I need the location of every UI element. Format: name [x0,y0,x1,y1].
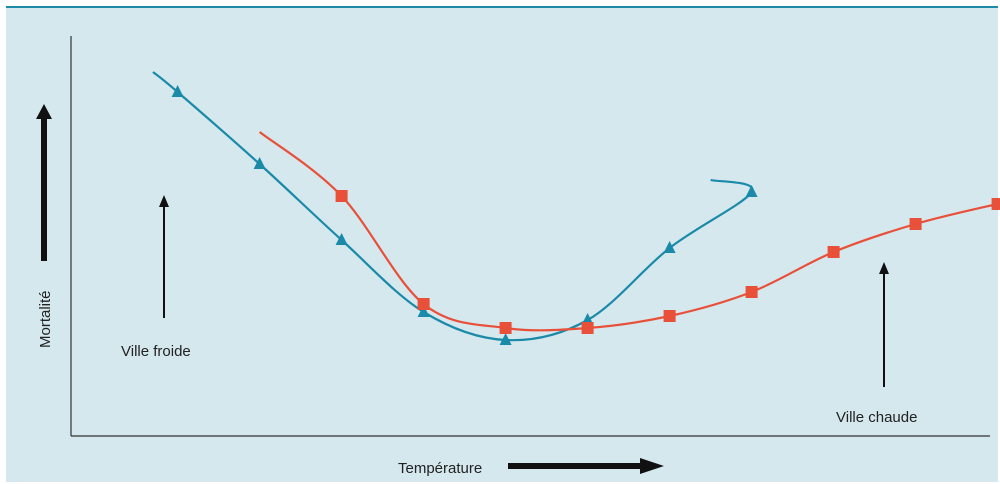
series-layer [152,71,1000,345]
ville-chaude-arrow-head [879,262,889,274]
series-2-point-3 [499,322,512,334]
y-axis-arrow-head [36,104,52,119]
ville-froide-label: Ville froide [121,343,191,360]
x-axis-label: Température [398,460,482,477]
series-1-point-8 [745,185,758,197]
series-line-1 [152,71,754,342]
axes [70,36,990,437]
series-2-point-2 [417,298,430,310]
series-2-point-6 [745,286,758,298]
series-2-point-1 [335,190,348,202]
ville-chaude-label: Ville chaude [836,409,917,426]
y-axis-label: Mortalité [37,290,54,348]
x-axis-arrow-shaft [508,463,644,469]
series-1-point-3 [335,233,348,245]
series-2-point-5 [663,310,676,322]
series-2-point-8 [909,218,922,230]
series-2-point-9 [991,198,1000,210]
y-axis-arrow-shaft [41,116,47,261]
ville-froide-arrow-head [159,195,169,207]
series-1-point-5 [499,333,512,345]
x-axis-arrow-head [640,458,664,474]
series-2-point-4 [581,322,594,334]
series-2-point-7 [827,246,840,258]
series-1-point-1 [171,85,184,97]
series-1-point-2 [253,157,266,169]
series-line-2 [258,131,1000,332]
series-1-point-7 [663,241,676,253]
series-1-point-4 [417,305,430,317]
